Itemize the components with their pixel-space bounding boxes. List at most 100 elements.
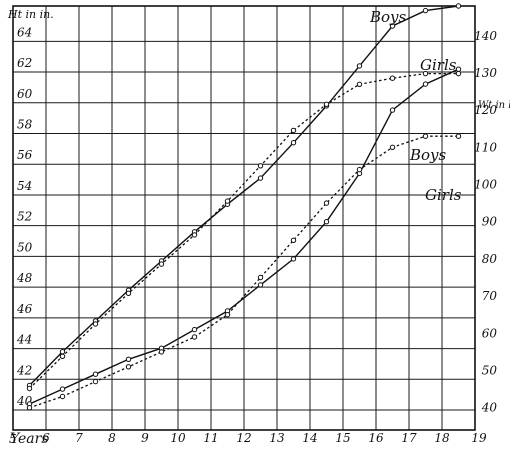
weight-tick-label: 140 bbox=[474, 29, 497, 43]
girls-height-point bbox=[59, 353, 66, 359]
boys-height-line bbox=[28, 5, 459, 386]
height-tick-label: 64 bbox=[17, 25, 32, 39]
boys-height-point bbox=[389, 23, 396, 29]
weight-tick-label: 40 bbox=[481, 401, 498, 415]
height-tick-label: 52 bbox=[17, 210, 32, 224]
girls-height-point bbox=[455, 70, 462, 77]
height-axis-title: Ht in in. bbox=[7, 8, 54, 21]
girls-weight-label: Girls bbox=[425, 186, 462, 204]
girls-weight-point bbox=[356, 166, 363, 173]
boys-weight-label: Boys bbox=[409, 146, 447, 164]
height-tick-label: 50 bbox=[17, 240, 33, 254]
weight-tick-label: 120 bbox=[474, 103, 497, 117]
girls-weight-point bbox=[290, 237, 297, 244]
girls-height-point bbox=[389, 75, 396, 81]
boys-height-point bbox=[455, 3, 462, 9]
height-tick-label: 60 bbox=[17, 87, 33, 101]
boys-weight-point bbox=[389, 107, 396, 113]
x-tick-label: 8 bbox=[108, 431, 116, 445]
weight-tick-label: 80 bbox=[482, 252, 498, 266]
height-tick-label: 56 bbox=[17, 148, 33, 162]
x-tick-label: 9 bbox=[141, 431, 149, 445]
chart-series bbox=[26, 3, 462, 411]
height-tick-label: 62 bbox=[17, 56, 32, 70]
height-tick-label: 42 bbox=[16, 363, 32, 377]
weight-tick-label: 90 bbox=[482, 215, 498, 229]
x-tick-label: 19 bbox=[471, 431, 487, 445]
girls-weight-line bbox=[29, 135, 459, 409]
x-tick-label: 16 bbox=[368, 431, 384, 445]
x-tick-label: 10 bbox=[170, 431, 186, 445]
girls-height-point bbox=[92, 321, 99, 327]
girls-height-point bbox=[191, 232, 198, 238]
girls-weight-point bbox=[158, 349, 165, 355]
weight-tick-label: 70 bbox=[482, 289, 498, 303]
boys-height-point bbox=[356, 63, 363, 69]
x-tick-label: 17 bbox=[401, 431, 417, 445]
boys-height-point bbox=[59, 349, 66, 355]
x-tick-label: 15 bbox=[335, 431, 350, 445]
girls-height-point bbox=[125, 290, 132, 296]
girls-weight-point bbox=[257, 274, 264, 281]
girls-height-point bbox=[224, 198, 231, 204]
weight-axis-ticks: 40 50 60 70 80 90 100 110 120 130 140 bbox=[474, 29, 497, 415]
boys-weight-point bbox=[191, 326, 198, 333]
girls-height-point bbox=[158, 261, 165, 267]
girls-height-point bbox=[356, 81, 363, 88]
weight-axis-title: Wt in lbs. bbox=[478, 100, 510, 111]
x-axis-title: Years bbox=[10, 431, 49, 447]
girls-weight-point bbox=[323, 200, 330, 206]
height-tick-label: 54 bbox=[17, 179, 32, 193]
girls-height-point bbox=[323, 101, 330, 108]
girls-height-point bbox=[257, 163, 264, 169]
girls-weight-point bbox=[422, 133, 429, 139]
girls-height-line bbox=[29, 72, 459, 389]
boys-weight-line bbox=[29, 68, 459, 405]
x-tick-label: 6 bbox=[42, 431, 50, 445]
boys-weight-point bbox=[125, 356, 132, 362]
height-tick-label: 48 bbox=[16, 271, 33, 285]
x-tick-label: 7 bbox=[75, 431, 83, 445]
weight-tick-label: 60 bbox=[482, 326, 498, 340]
x-tick-label: 11 bbox=[203, 431, 218, 445]
girls-height-point bbox=[26, 385, 33, 392]
boys-height-point bbox=[290, 140, 297, 146]
girls-height-label: Girls bbox=[420, 56, 457, 74]
chart-grid bbox=[12, 5, 476, 431]
girls-weight-point bbox=[389, 144, 396, 151]
boys-weight-point bbox=[455, 66, 462, 72]
weight-tick-label: 50 bbox=[482, 363, 498, 377]
girls-weight-point bbox=[26, 405, 33, 411]
height-tick-label: 46 bbox=[16, 302, 33, 316]
plot-frame bbox=[12, 5, 476, 431]
x-tick-label: 13 bbox=[269, 431, 285, 445]
girls-weight-point bbox=[191, 334, 198, 340]
girls-weight-point bbox=[125, 364, 132, 370]
weight-tick-label: 130 bbox=[474, 66, 497, 80]
x-tick-label: 14 bbox=[302, 431, 317, 445]
boys-height-point bbox=[422, 7, 429, 14]
boys-weight-point bbox=[92, 371, 99, 377]
boys-height-label: Boys bbox=[369, 8, 407, 26]
boys-weight-point bbox=[257, 282, 264, 288]
height-tick-label: 44 bbox=[16, 333, 32, 347]
girls-height-point bbox=[290, 127, 297, 134]
girls-weight-point bbox=[92, 378, 99, 385]
height-tick-label: 58 bbox=[17, 118, 33, 132]
weight-tick-label: 100 bbox=[474, 178, 497, 192]
boys-weight-point bbox=[59, 386, 66, 392]
boys-height-point bbox=[257, 175, 264, 181]
x-tick-label: 18 bbox=[434, 431, 450, 445]
girls-height-point bbox=[422, 70, 429, 77]
weight-tick-label: 110 bbox=[474, 140, 497, 154]
girls-weight-point bbox=[224, 312, 231, 318]
x-tick-label: 5 bbox=[9, 432, 17, 446]
boys-weight-point bbox=[290, 256, 297, 262]
x-axis-ticks: 5 6 7 8 9 10 11 12 13 14 15 16 17 18 19 bbox=[9, 431, 487, 446]
x-tick-label: 12 bbox=[236, 431, 251, 445]
boys-weight-point bbox=[323, 219, 330, 225]
girls-weight-point bbox=[455, 133, 462, 139]
girls-weight-point bbox=[59, 393, 66, 400]
